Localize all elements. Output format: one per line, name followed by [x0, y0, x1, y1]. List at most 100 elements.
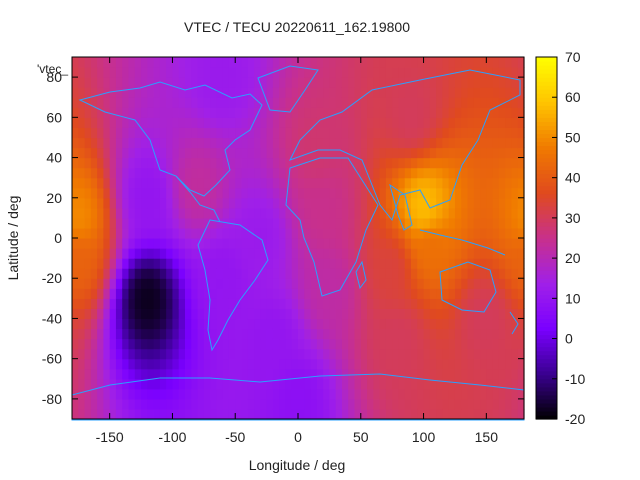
- heatmap-cell: [404, 87, 412, 98]
- heatmap-cell: [185, 258, 192, 269]
- heatmap-cell: [115, 388, 123, 400]
- heatmap-cell: [461, 67, 469, 78]
- heatmap-cell: [454, 227, 462, 239]
- heatmap-cell: [147, 107, 155, 118]
- heatmap-cell: [316, 157, 324, 169]
- heatmap-cell: [153, 268, 161, 279]
- heatmap-cell: [304, 97, 312, 108]
- heatmap-cell: [517, 157, 525, 169]
- heatmap-cell: [429, 137, 437, 149]
- colorbar-segment: [536, 290, 557, 295]
- heatmap-cell: [354, 97, 362, 108]
- heatmap-cell: [448, 328, 456, 340]
- heatmap-cell: [511, 77, 519, 88]
- heatmap-cell: [498, 117, 506, 128]
- heatmap-cell: [492, 137, 500, 149]
- heatmap-cell: [172, 137, 180, 149]
- heatmap-cell: [411, 368, 418, 380]
- heatmap-cell: [222, 358, 230, 370]
- heatmap-cell: [210, 298, 217, 309]
- heatmap-cell: [109, 318, 117, 330]
- heatmap-cell: [109, 238, 117, 249]
- heatmap-cell: [115, 358, 123, 370]
- heatmap-cell: [72, 278, 79, 289]
- heatmap-cell: [141, 67, 148, 78]
- heatmap-cell: [84, 147, 92, 159]
- heatmap-cell: [84, 107, 92, 118]
- heatmap-cell: [254, 167, 261, 179]
- heatmap-cell: [159, 87, 167, 98]
- heatmap-cell: [429, 288, 437, 299]
- heatmap-cell: [159, 338, 167, 350]
- heatmap-cell: [84, 348, 92, 360]
- heatmap-cell: [329, 278, 337, 289]
- heatmap-cell: [367, 157, 374, 169]
- colorbar-segment: [536, 161, 557, 167]
- heatmap-cell: [191, 248, 199, 259]
- heatmap-cell: [78, 87, 86, 98]
- heatmap-cell: [222, 117, 230, 128]
- heatmap-cell: [348, 197, 356, 209]
- heatmap-cell: [423, 278, 431, 289]
- heatmap-cell: [316, 137, 324, 149]
- heatmap-cell: [97, 238, 104, 249]
- heatmap-cell: [78, 57, 86, 68]
- heatmap-cell: [310, 388, 318, 400]
- heatmap-cell: [467, 278, 475, 289]
- heatmap-cell: [417, 187, 425, 199]
- heatmap-cell: [511, 167, 519, 179]
- heatmap-cell: [141, 157, 148, 169]
- heatmap-cell: [411, 238, 418, 249]
- heatmap-cell: [84, 127, 92, 139]
- heatmap-cell: [141, 338, 148, 350]
- heatmap-cell: [203, 57, 211, 68]
- heatmap-cell: [185, 107, 192, 118]
- heatmap-cell: [373, 217, 381, 229]
- heatmap-cell: [348, 348, 356, 360]
- heatmap-cell: [392, 388, 400, 400]
- heatmap-cell: [254, 107, 261, 118]
- heatmap-cell: [323, 408, 330, 420]
- heatmap-cell: [379, 217, 387, 229]
- heatmap-cell: [360, 117, 368, 128]
- heatmap-cell: [191, 227, 199, 239]
- heatmap-cell: [254, 398, 261, 410]
- heatmap-cell: [298, 258, 305, 269]
- heatmap-cell: [260, 248, 268, 259]
- heatmap-cell: [128, 328, 136, 340]
- heatmap-cell: [454, 127, 462, 139]
- heatmap-cell: [323, 298, 330, 309]
- heatmap-cell: [191, 147, 199, 159]
- heatmap-cell: [454, 107, 462, 118]
- heatmap-cell: [498, 77, 506, 88]
- heatmap-cell: [141, 177, 148, 189]
- heatmap-cell: [492, 268, 500, 279]
- heatmap-cell: [178, 388, 186, 400]
- heatmap-cell: [291, 57, 299, 68]
- heatmap-cell: [185, 398, 192, 410]
- colorbar-segment: [536, 113, 557, 118]
- heatmap-cell: [404, 127, 412, 139]
- heatmap-cell: [78, 338, 86, 350]
- heatmap-cell: [360, 258, 368, 269]
- heatmap-cell: [222, 187, 230, 199]
- heatmap-cell: [348, 378, 356, 390]
- heatmap-cell: [147, 197, 155, 209]
- heatmap-cell: [323, 318, 330, 330]
- heatmap-cell: [486, 288, 494, 299]
- heatmap-cell: [216, 167, 224, 179]
- x-axis-ticks: -150 -100 -50 0 50 100 150: [96, 57, 498, 445]
- heatmap-cell: [84, 398, 92, 410]
- heatmap-cell: [411, 207, 418, 219]
- heatmap-cell: [134, 238, 142, 249]
- heatmap-cell: [228, 87, 236, 98]
- heatmap-cell: [448, 57, 456, 68]
- heatmap-cell: [398, 238, 406, 249]
- heatmap-cell: [147, 288, 155, 299]
- heatmap-cell: [103, 308, 111, 320]
- heatmap-cell: [266, 77, 274, 88]
- heatmap-cell: [247, 197, 255, 209]
- heatmap-cell: [141, 398, 148, 410]
- heatmap-cell: [473, 57, 481, 68]
- heatmap-cell: [323, 157, 330, 169]
